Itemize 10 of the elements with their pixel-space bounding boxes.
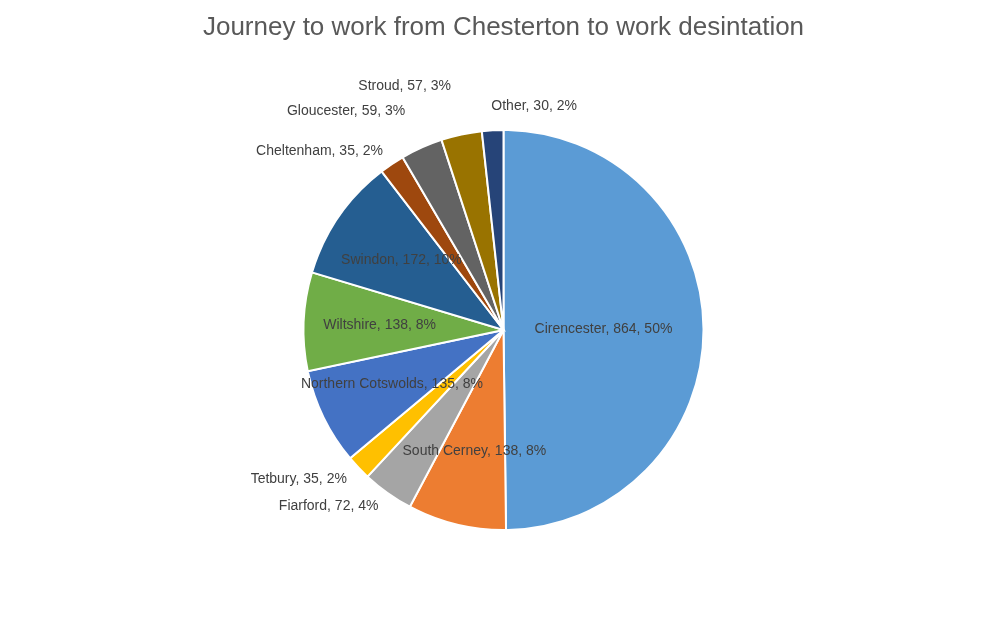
- slice-label: Stroud, 57, 3%: [358, 76, 451, 93]
- slice-label: Gloucester, 59, 3%: [286, 102, 406, 119]
- chart-title: Journey to work from Chesterton to work desintation: [202, 11, 805, 41]
- slice-label: Other, 30, 2%: [491, 97, 577, 114]
- slice-label: Cirencester, 864, 50%: [534, 320, 673, 337]
- slice-label: Wiltshire, 138, 8%: [323, 315, 437, 332]
- slice-label: Tetbury, 35, 2%: [250, 469, 347, 486]
- slice-label: Fiarford, 72, 4%: [278, 497, 379, 514]
- slice-label: Swindon, 172, 10%: [341, 250, 462, 267]
- slice-label: Cheltenham, 35, 2%: [256, 141, 383, 158]
